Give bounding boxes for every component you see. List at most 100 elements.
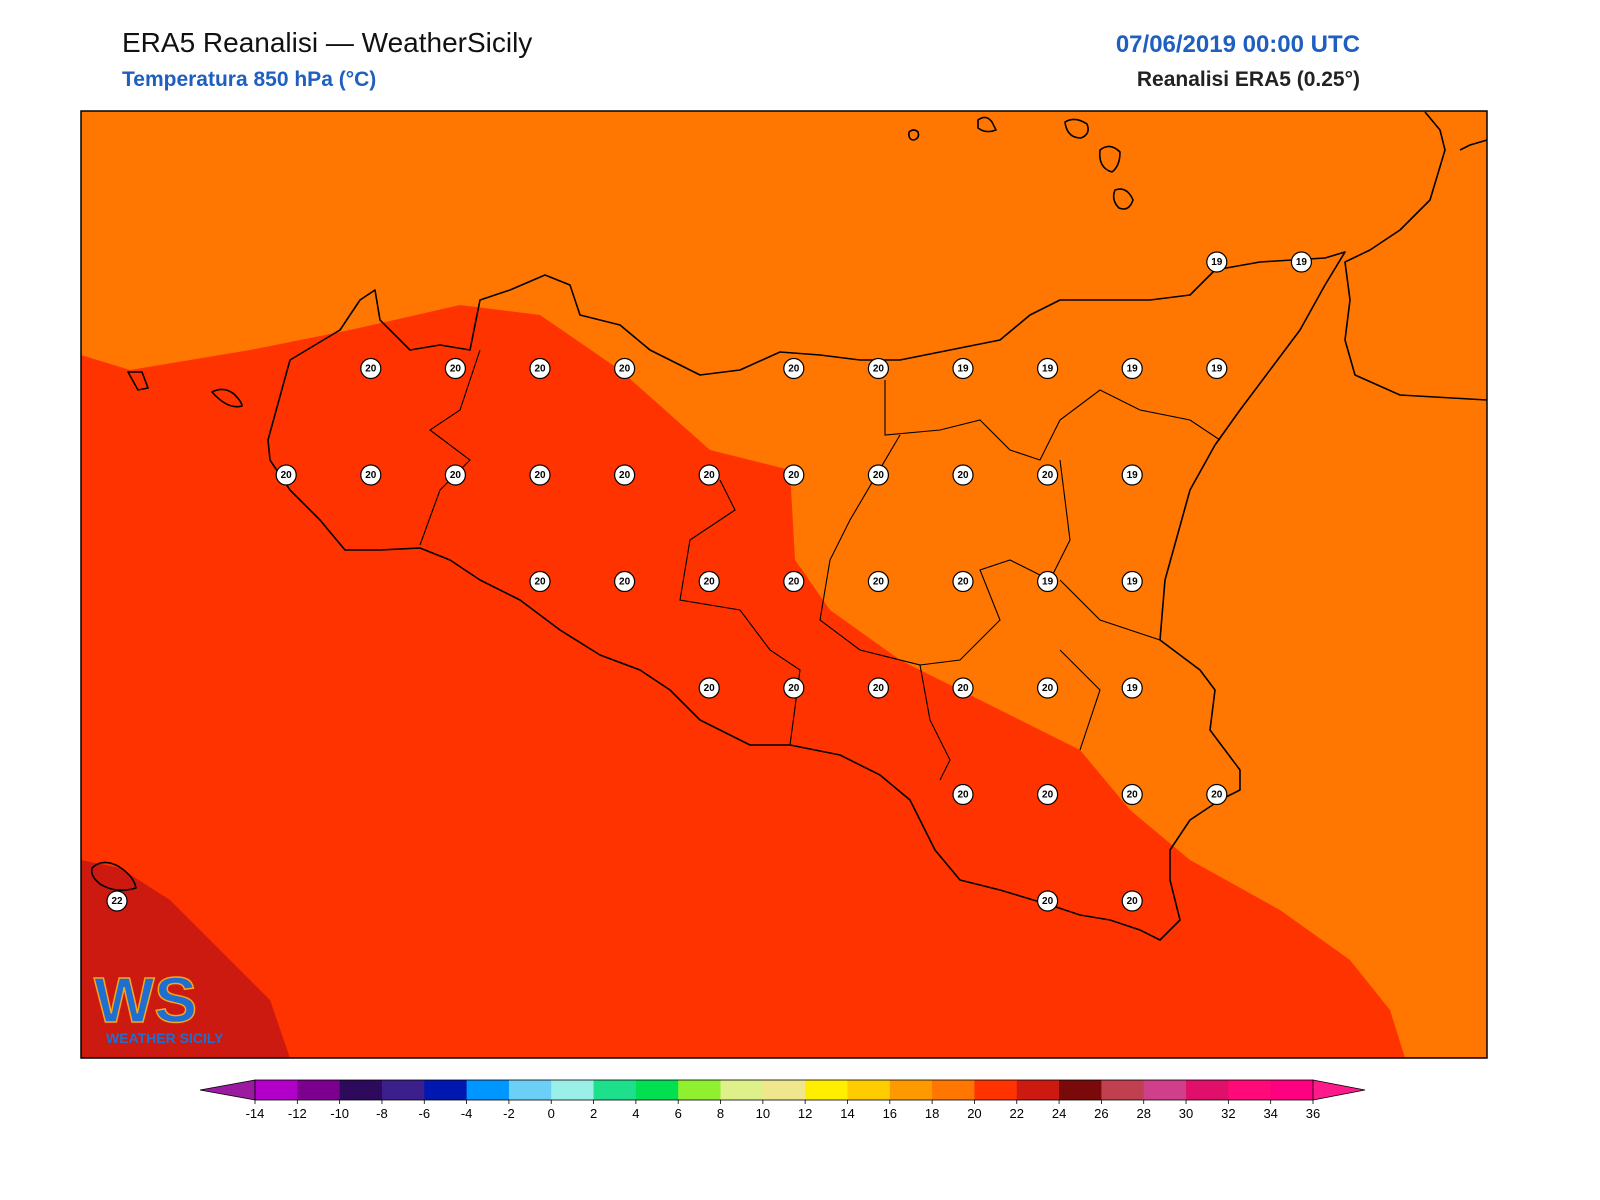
station-label: 20 [1036,890,1059,912]
station-marker [1121,570,1143,593]
station-marker [867,357,890,380]
colorbar-over [1312,1079,1366,1101]
station-value: 20 [704,470,716,481]
station-marker [360,357,382,380]
island-pantelleria [90,861,137,892]
station-value: 20 [1211,790,1223,801]
station-marker [952,677,974,699]
station-marker [698,464,720,486]
subtitle: Temperatura 850 hPa (°C) [122,68,376,91]
colorbar-tick-label: 28 [1136,1106,1150,1121]
station-label: 20 [613,357,636,380]
station-value: 20 [619,577,631,588]
station-marker [106,890,128,912]
station-value: 19 [1127,364,1139,375]
island-aeolian-4 [1112,188,1134,210]
colorbar-tick-label: -8 [376,1106,388,1121]
station-value: 20 [1042,470,1054,481]
station-marker [783,357,805,380]
colorbar-tick-label: 32 [1221,1106,1235,1121]
station-value: 20 [1042,790,1054,801]
station-labels: 19 19 20 20 20 20 20 20 19 19 19 19 20 20 20 20 20 20 20 20… [106,251,1313,912]
station-value: 20 [619,364,631,375]
station-label: 22 [106,890,128,912]
station-value: 20 [704,683,716,694]
colorbar-box [381,1080,425,1100]
colorbar-box [805,1080,848,1100]
colorbar-tick-label: -10 [330,1106,349,1121]
colorbar-box [339,1080,383,1100]
station-label: 19 [1206,357,1228,380]
station-label: 19 [952,357,974,380]
station-value: 20 [788,577,800,588]
colorbar-box [466,1080,510,1100]
station-value: 20 [873,470,885,481]
station-value: 20 [534,470,546,481]
colorbar-tick-label: -2 [503,1106,515,1121]
station-value: 20 [704,577,716,588]
colorbar-box [720,1080,764,1100]
station-value: 20 [1042,683,1054,694]
station-value: 20 [788,470,800,481]
station-label: 19 [1121,357,1143,380]
colorbar-box [255,1080,298,1100]
station-label: 19 [1036,570,1059,593]
station-value: 20 [1127,790,1139,801]
colorbar-box [635,1080,679,1100]
island-egadi-1 [211,388,243,408]
station-value: 20 [1042,896,1054,907]
station-label: 19 [1290,251,1313,273]
station-marker [613,570,636,593]
station-value: 19 [1211,364,1223,375]
station-marker [1206,357,1228,380]
island-aeolian-1 [977,116,997,133]
station-marker [1036,677,1059,699]
station-label: 20 [698,464,720,486]
station-label: 20 [1036,677,1059,699]
colorbar-tick-label: -4 [461,1106,473,1121]
station-label: 20 [1206,783,1228,806]
station-marker [867,464,890,486]
colorbar-tick-label: 4 [632,1106,639,1121]
station-value: 22 [111,896,123,907]
colorbar-box [1228,1080,1272,1100]
colorbar-tick-label: 16 [883,1106,897,1121]
station-value: 20 [281,470,293,481]
station-value: 20 [619,470,631,481]
colorbar-tick-label: 0 [548,1106,555,1121]
map-frame [80,110,1488,1059]
station-label: 20 [1036,783,1059,806]
station-marker [1206,783,1228,806]
station-label: 19 [1206,251,1228,273]
station-label: 20 [1121,783,1143,806]
colorbar-tick-label: 20 [967,1106,981,1121]
field-20-22 [81,305,1405,1058]
calabria-coast [1344,111,1487,401]
colorbar-box [508,1080,552,1100]
station-value: 20 [957,683,969,694]
colorbar-box [1016,1080,1060,1100]
colorbar-tick-label: 2 [590,1106,597,1121]
colorbar-box [551,1080,595,1100]
colorbar-box [932,1080,975,1100]
station-label: 20 [613,464,636,486]
station-label: 19 [1036,357,1059,380]
station-value: 20 [450,364,462,375]
station-label: 20 [867,464,890,486]
island-egadi-2 [127,371,149,391]
colorbar-tick-label: 22 [1010,1106,1024,1121]
colorbar-box [1186,1080,1229,1100]
station-marker [952,357,974,380]
colorbar-tick-label: 18 [925,1106,939,1121]
colorbar-box [974,1080,1018,1100]
station-marker [444,464,466,486]
title: ERA5 Reanalisi — WeatherSicily [122,27,532,58]
station-label: 20 [529,570,551,593]
colorbar-tick-label: 26 [1094,1106,1108,1121]
colorbar-tick-label: -6 [418,1106,430,1121]
station-label: 20 [867,357,890,380]
station-marker [1121,357,1143,380]
station-label: 20 [867,570,890,593]
station-marker [360,464,382,486]
station-label: 20 [952,677,974,699]
